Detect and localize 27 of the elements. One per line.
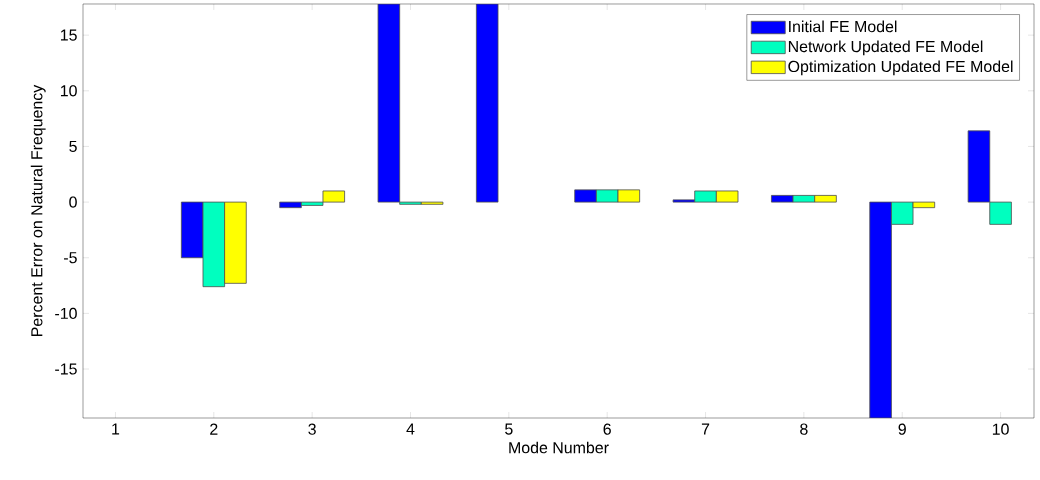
x-axis-title: Mode Number (509, 441, 609, 454)
x-tick-label: 3 (308, 423, 316, 435)
bar (377, 3, 401, 203)
x-tick-label: 2 (210, 423, 218, 435)
y-tick-label: 0 (69, 196, 77, 208)
bar (967, 130, 991, 203)
bar (475, 3, 499, 203)
x-tick-label: 6 (603, 423, 611, 435)
x-tick-label: 5 (505, 423, 513, 435)
y-tick-label: 15 (60, 29, 77, 41)
x-tick-label: 9 (898, 423, 906, 435)
bar (180, 201, 204, 259)
y-tick-label: -5 (64, 252, 77, 264)
legend-label: Optimization Updated FE Model (788, 60, 1013, 76)
x-tick-label: 8 (800, 423, 808, 435)
bar (869, 201, 892, 418)
y-axis-title: Percent Error on Natural Frequency (30, 84, 46, 336)
x-tick-label: 10 (992, 423, 1009, 435)
x-tick-label: 7 (701, 423, 710, 435)
x-tick-label: 1 (112, 423, 120, 435)
x-tick-label: 4 (406, 423, 415, 435)
y-tick-label: -10 (55, 307, 77, 320)
legend-label: Initial FE Model (789, 20, 897, 33)
y-tick-label: 10 (60, 85, 77, 97)
y-tick-label: 5 (69, 140, 77, 153)
legend-label: Network Updated FE Model (788, 40, 983, 56)
y-tick-label: -15 (55, 363, 77, 375)
